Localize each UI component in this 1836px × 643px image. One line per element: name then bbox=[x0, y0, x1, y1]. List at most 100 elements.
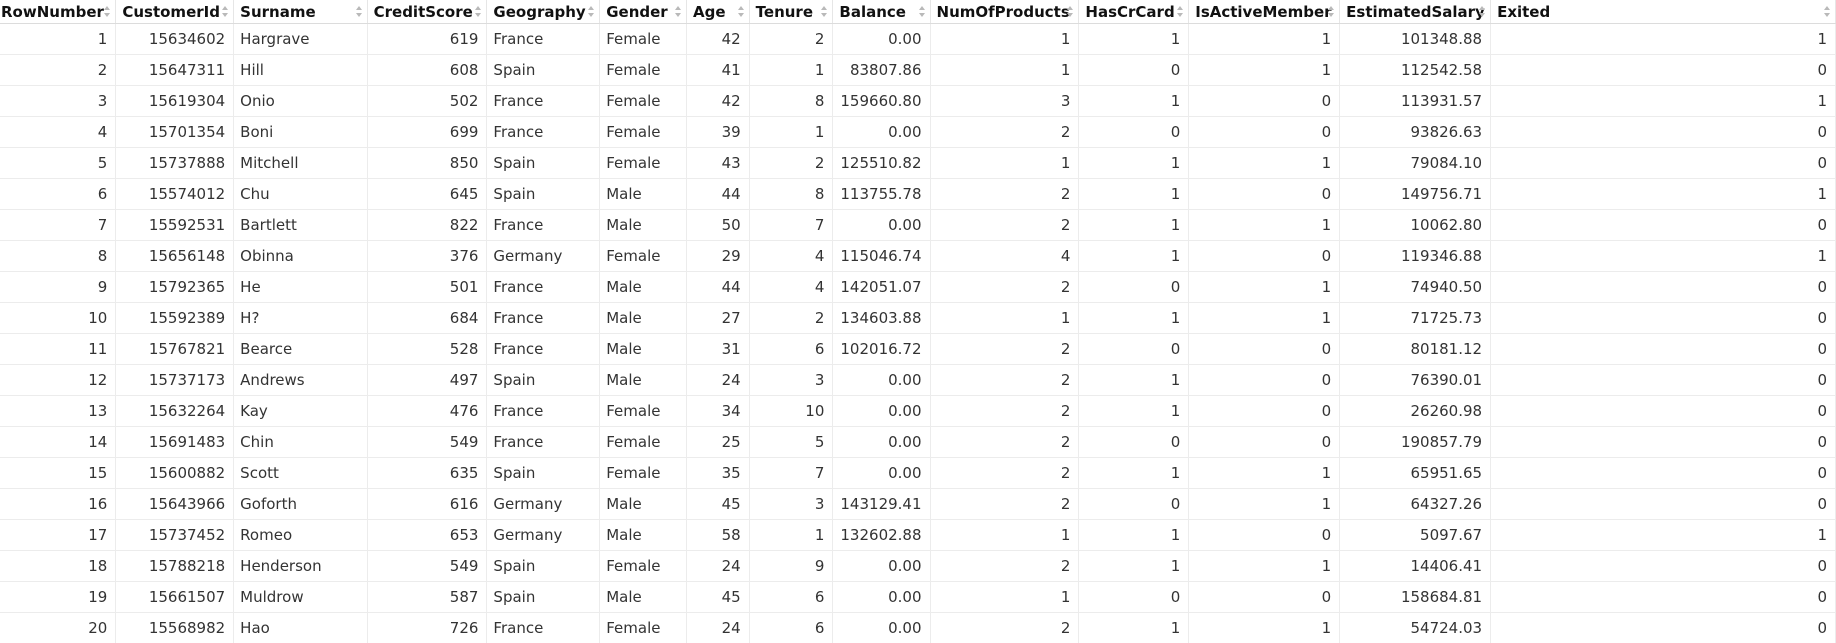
table-row[interactable]: 8 15656148 Obinna 376 Germany Female 29 4 115046… bbox=[0, 240, 1836, 272]
table-cell-geography: France bbox=[486, 116, 601, 148]
table-cell-gender: Male bbox=[599, 333, 687, 365]
sort-arrows-icon[interactable] bbox=[1328, 6, 1335, 17]
table-cell-age: 39 bbox=[686, 116, 750, 148]
table-cell-age: 41 bbox=[686, 54, 750, 86]
table-cell-geography: Spain bbox=[486, 54, 601, 86]
sort-arrows-icon[interactable] bbox=[104, 6, 111, 17]
table-body: 1 15634602 Hargrave 619 France Female 42 2 0.00 1… bbox=[0, 23, 1836, 643]
table-row[interactable]: 1 15634602 Hargrave 619 France Female 42 2 0.00 1… bbox=[0, 23, 1836, 55]
table-cell-tenure: 3 bbox=[749, 364, 834, 396]
table-row[interactable]: 19 15661507 Muldrow 587 Spain Male 45 6 0.00 1 0 0 1… bbox=[0, 581, 1836, 613]
column-header-label: Exited bbox=[1497, 2, 1551, 21]
table-cell-isactivemember: 1 bbox=[1188, 457, 1341, 489]
table-cell-numofproducts: 2 bbox=[930, 209, 1080, 241]
table-row[interactable]: 13 15632264 Kay 476 France Female 34 10 0.00 2 1 0 2… bbox=[0, 395, 1836, 427]
sort-arrows-icon[interactable] bbox=[1177, 6, 1184, 17]
table-cell-numofproducts: 2 bbox=[930, 426, 1080, 458]
table-row[interactable]: 10 15592389 H? 684 France Male 27 2 134603.88 1 1 1… bbox=[0, 302, 1836, 334]
table-row[interactable]: 5 15737888 Mitchell 850 Spain Female 43 2 125510… bbox=[0, 147, 1836, 179]
column-header-gender[interactable]: Gender bbox=[599, 0, 687, 24]
table-cell-geography: France bbox=[486, 302, 601, 334]
table-row[interactable]: 16 15643966 Goforth 616 Germany Male 45 3 143129… bbox=[0, 488, 1836, 520]
sort-arrows-icon[interactable] bbox=[588, 6, 595, 17]
sort-arrows-icon[interactable] bbox=[1479, 6, 1486, 17]
sort-arrows-icon[interactable] bbox=[222, 6, 229, 17]
table-cell-exited: 1 bbox=[1490, 178, 1836, 210]
column-header-surname[interactable]: Surname bbox=[233, 0, 368, 24]
table-cell-customerid: 15691483 bbox=[115, 426, 235, 458]
table-cell-tenure: 7 bbox=[749, 209, 834, 241]
table-row[interactable]: 17 15737452 Romeo 653 Germany Male 58 1 132602.8… bbox=[0, 519, 1836, 551]
table-cell-numofproducts: 1 bbox=[930, 147, 1080, 179]
table-cell-balance: 0.00 bbox=[832, 395, 931, 427]
table-cell-geography: Spain bbox=[486, 147, 601, 179]
table-row[interactable]: 12 15737173 Andrews 497 Spain Male 24 3 0.00 2 1 0 7… bbox=[0, 364, 1836, 396]
table-cell-balance: 0.00 bbox=[832, 550, 931, 582]
table-row[interactable]: 2 15647311 Hill 608 Spain Female 41 1 83807.86 1 0… bbox=[0, 54, 1836, 86]
table-row[interactable]: 9 15792365 He 501 France Male 44 4 142051.07 2 0 1 7… bbox=[0, 271, 1836, 303]
column-header-balance[interactable]: Balance bbox=[832, 0, 931, 24]
sort-arrows-icon[interactable] bbox=[821, 6, 828, 17]
table-cell-numofproducts: 1 bbox=[930, 23, 1080, 55]
table-cell-customerid: 15647311 bbox=[115, 54, 235, 86]
table-cell-tenure: 1 bbox=[749, 519, 834, 551]
table-cell-customerid: 15767821 bbox=[115, 333, 235, 365]
table-row[interactable]: 14 15691483 Chin 549 France Female 25 5 0.00 2 0 0 1… bbox=[0, 426, 1836, 458]
column-header-exited[interactable]: Exited bbox=[1490, 0, 1836, 24]
column-header-estimatedsalary[interactable]: EstimatedSalary bbox=[1339, 0, 1492, 24]
column-header-geography[interactable]: Geography bbox=[486, 0, 601, 24]
table-row[interactable]: 11 15767821 Bearce 528 France Male 31 6 102016.7… bbox=[0, 333, 1836, 365]
table-cell-balance: 0.00 bbox=[832, 426, 931, 458]
sort-arrows-icon[interactable] bbox=[1067, 6, 1074, 17]
table-cell-hascrcard: 0 bbox=[1078, 116, 1190, 148]
sort-arrows-icon[interactable] bbox=[475, 6, 482, 17]
sort-arrows-icon[interactable] bbox=[918, 6, 925, 17]
table-cell-balance: 143129.41 bbox=[832, 488, 931, 520]
table-cell-surname: Romeo bbox=[233, 519, 368, 551]
column-header-tenure[interactable]: Tenure bbox=[749, 0, 834, 24]
column-header-rownumber[interactable]: RowNumber bbox=[0, 0, 117, 24]
table-cell-exited: 0 bbox=[1490, 54, 1836, 86]
table-cell-exited: 0 bbox=[1490, 550, 1836, 582]
table-row[interactable]: 4 15701354 Boni 699 France Female 39 1 0.00 2 0 0 93… bbox=[0, 116, 1836, 148]
table-cell-estimatedsalary: 79084.10 bbox=[1339, 147, 1492, 179]
sort-arrows-icon[interactable] bbox=[355, 6, 362, 17]
table-cell-tenure: 6 bbox=[749, 581, 834, 613]
table-row[interactable]: 20 15568982 Hao 726 France Female 24 6 0.00 2 1 1 54… bbox=[0, 612, 1836, 643]
table-cell-geography: Spain bbox=[486, 364, 601, 396]
table-cell-customerid: 15643966 bbox=[115, 488, 235, 520]
table-cell-rownumber: 1 bbox=[0, 23, 117, 55]
column-header-isactivemember[interactable]: IsActiveMember bbox=[1188, 0, 1341, 24]
sort-arrows-icon[interactable] bbox=[1824, 6, 1830, 17]
table-cell-numofproducts: 2 bbox=[930, 550, 1080, 582]
sort-arrows-icon[interactable] bbox=[737, 6, 744, 17]
table-cell-creditscore: 501 bbox=[367, 271, 488, 303]
table-row[interactable]: 6 15574012 Chu 645 Spain Male 44 8 113755.78 2 1 0 1… bbox=[0, 178, 1836, 210]
table-cell-numofproducts: 2 bbox=[930, 395, 1080, 427]
table-cell-isactivemember: 1 bbox=[1188, 550, 1341, 582]
table-cell-rownumber: 17 bbox=[0, 519, 117, 551]
column-header-customerid[interactable]: CustomerId bbox=[115, 0, 235, 24]
table-cell-surname: Onio bbox=[233, 85, 368, 117]
table-cell-creditscore: 684 bbox=[367, 302, 488, 334]
table-cell-customerid: 15634602 bbox=[115, 23, 235, 55]
table-cell-creditscore: 726 bbox=[367, 612, 488, 643]
table-cell-customerid: 15568982 bbox=[115, 612, 235, 643]
column-header-age[interactable]: Age bbox=[686, 0, 750, 24]
column-header-hascrcard[interactable]: HasCrCard bbox=[1078, 0, 1190, 24]
table-cell-hascrcard: 0 bbox=[1078, 488, 1190, 520]
table-cell-rownumber: 8 bbox=[0, 240, 117, 272]
table-cell-age: 45 bbox=[686, 581, 750, 613]
sort-arrows-icon[interactable] bbox=[674, 6, 681, 17]
column-header-numofproducts[interactable]: NumOfProducts bbox=[930, 0, 1080, 24]
table-header-row: RowNumber CustomerId Surname CreditScore Geo… bbox=[0, 0, 1836, 24]
table-cell-hascrcard: 0 bbox=[1078, 581, 1190, 613]
column-header-creditscore[interactable]: CreditScore bbox=[367, 0, 488, 24]
table-cell-geography: Spain bbox=[486, 457, 601, 489]
table-cell-age: 25 bbox=[686, 426, 750, 458]
table-row[interactable]: 18 15788218 Henderson 549 Spain Female 24 9 0.00… bbox=[0, 550, 1836, 582]
table-row[interactable]: 3 15619304 Onio 502 France Female 42 8 159660.80… bbox=[0, 85, 1836, 117]
table-cell-gender: Male bbox=[599, 488, 687, 520]
table-row[interactable]: 7 15592531 Bartlett 822 France Male 50 7 0.00 2 1 1… bbox=[0, 209, 1836, 241]
table-row[interactable]: 15 15600882 Scott 635 Spain Female 35 7 0.00 2 1 1 6… bbox=[0, 457, 1836, 489]
